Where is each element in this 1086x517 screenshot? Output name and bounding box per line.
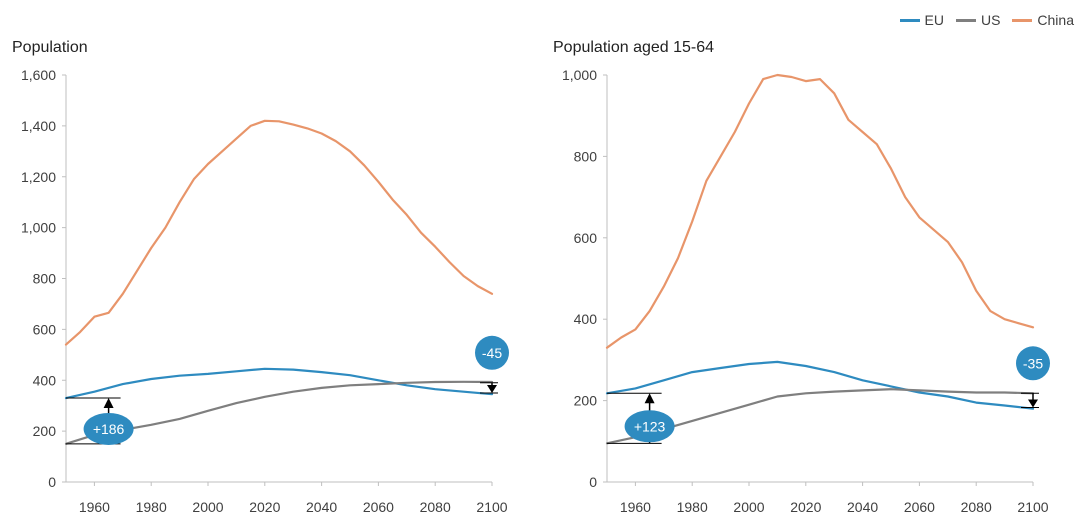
- y-tick-label: 1,600: [21, 67, 56, 83]
- legend-item-china: China: [1012, 12, 1074, 28]
- gap-bubble: [83, 412, 134, 445]
- y-tick-label: 0: [48, 474, 56, 490]
- legend-swatch-us: [955, 18, 976, 22]
- legend-label-china: China: [1037, 12, 1074, 28]
- y-tick-label: 1,000: [562, 67, 597, 83]
- legend-swatch-china: [1012, 18, 1033, 22]
- x-tick-label: 1980: [677, 499, 708, 515]
- x-tick-label: 2100: [1017, 499, 1048, 515]
- x-tick-label: 2000: [733, 499, 764, 515]
- legend-item-eu: EU: [899, 12, 944, 28]
- x-tick-label: 2040: [847, 499, 878, 515]
- y-tick-label: 400: [574, 311, 598, 327]
- y-tick-label: 0: [589, 474, 597, 490]
- series-line-us: [605, 388, 1035, 445]
- y-tick-label: 800: [33, 271, 57, 287]
- x-tick-label: 2080: [420, 499, 451, 515]
- gap-bubble-label: -35: [1023, 355, 1043, 371]
- legend: EU US China: [899, 12, 1074, 28]
- y-tick-label: 600: [574, 230, 598, 246]
- gap-bubble: [624, 410, 675, 443]
- x-tick-label: 1980: [136, 499, 167, 515]
- y-tick-label: 1,200: [21, 169, 56, 185]
- y-tick-label: 800: [574, 148, 598, 164]
- x-tick-label: 2060: [363, 499, 394, 515]
- series-line-china: [605, 73, 1035, 349]
- gap-bubble-label: +123: [634, 418, 666, 434]
- x-tick-label: 2060: [904, 499, 935, 515]
- gap-bubble: [1016, 346, 1050, 381]
- gap-arrow-head: [1028, 399, 1038, 408]
- y-tick-label: 200: [33, 423, 57, 439]
- gap-arrow-head: [487, 384, 497, 393]
- series-line-eu: [605, 360, 1035, 410]
- legend-swatch-eu: [899, 18, 920, 22]
- gap-arrow-head: [103, 398, 114, 409]
- chart-title-population: Population: [12, 39, 88, 56]
- x-tick-label: 1960: [620, 499, 651, 515]
- series-line-china: [64, 119, 494, 346]
- legend-label-us: US: [980, 12, 1001, 28]
- gap-bubble-label: +186: [93, 421, 125, 437]
- y-tick-label: 400: [33, 372, 57, 388]
- x-tick-label: 2000: [192, 499, 223, 515]
- x-tick-label: 2040: [306, 499, 337, 515]
- x-tick-label: 2100: [476, 499, 507, 515]
- x-tick-label: 2080: [961, 499, 992, 515]
- legend-item-us: US: [955, 12, 1001, 28]
- y-tick-label: 200: [574, 393, 598, 409]
- gap-arrow-head: [644, 393, 655, 404]
- y-tick-label: 600: [33, 321, 57, 337]
- chart-title-working-age: Population aged 15-64: [553, 39, 715, 56]
- y-tick-label: 1,400: [21, 118, 56, 134]
- legend-label-eu: EU: [924, 12, 944, 28]
- x-tick-label: 2020: [790, 499, 821, 515]
- gap-bubble-label: -45: [482, 345, 502, 361]
- x-tick-label: 1960: [79, 499, 110, 515]
- x-tick-label: 2020: [249, 499, 280, 515]
- gap-bubble: [475, 335, 509, 370]
- y-tick-label: 1,000: [21, 220, 56, 236]
- series-line-us: [64, 380, 494, 445]
- series-line-eu: [64, 367, 494, 400]
